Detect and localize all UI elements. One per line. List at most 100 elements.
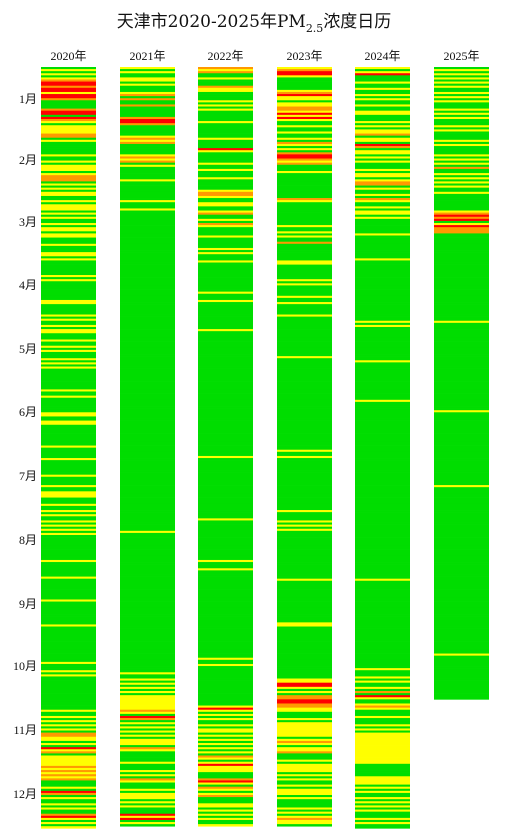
day-cell [198, 220, 253, 224]
day-cell [120, 593, 175, 596]
day-cell [355, 759, 410, 763]
day-cell [41, 582, 96, 586]
day-cell [41, 616, 96, 619]
day-cell [277, 745, 332, 748]
day-cell [198, 349, 253, 353]
day-cell [355, 670, 410, 673]
day-cell [41, 104, 96, 107]
day-cell [434, 584, 489, 588]
day-cell [41, 256, 96, 259]
day-cell [120, 428, 175, 432]
day-cell [355, 121, 410, 124]
day-cell [277, 252, 332, 255]
day-cell [41, 541, 96, 544]
day-cell [120, 198, 175, 201]
day-cell [355, 173, 410, 176]
day-cell [120, 757, 175, 760]
day-cell [198, 295, 253, 299]
day-cell [198, 574, 253, 577]
day-cell [41, 431, 96, 434]
day-cell [198, 333, 253, 336]
day-cell [434, 125, 489, 128]
day-cell [41, 399, 96, 403]
day-cell [41, 574, 96, 577]
day-cell [41, 532, 96, 536]
day-cell [434, 514, 489, 517]
day-cell [198, 589, 253, 592]
day-cell [120, 518, 175, 521]
day-cell [277, 403, 332, 407]
day-cell [41, 778, 96, 781]
day-cell [277, 212, 332, 216]
day-cell [198, 316, 253, 320]
day-cell [355, 129, 410, 132]
day-cell [277, 237, 332, 240]
day-cell [355, 738, 410, 742]
day-cell [277, 797, 332, 800]
day-cell [277, 428, 332, 432]
day-cell [434, 609, 489, 613]
day-cell [41, 127, 96, 130]
day-cell [434, 620, 489, 623]
day-cell [355, 329, 410, 332]
day-cell [41, 372, 96, 376]
day-cell [355, 376, 410, 380]
day-cell [41, 568, 96, 571]
day-cell [198, 116, 253, 120]
day-cell [277, 628, 332, 632]
day-cell [434, 220, 489, 224]
day-cell [198, 393, 253, 396]
day-cell [198, 362, 253, 365]
day-cell [120, 293, 175, 297]
day-cell [355, 518, 410, 521]
day-cell [120, 674, 175, 677]
day-cell [198, 179, 253, 182]
day-cell [434, 691, 489, 694]
day-cell [198, 487, 253, 490]
day-cell [277, 250, 332, 253]
day-cell [355, 237, 410, 240]
day-cell [41, 587, 96, 590]
day-cell [355, 616, 410, 619]
day-cell [41, 641, 96, 644]
day-cell [198, 813, 253, 817]
day-cell [355, 822, 410, 825]
day-cell [434, 545, 489, 548]
day-cell [41, 647, 96, 650]
day-cell [198, 71, 253, 74]
day-cell [41, 551, 96, 555]
day-cell [120, 686, 175, 690]
day-cell [434, 480, 489, 484]
day-cell [120, 441, 175, 444]
day-cell [198, 114, 253, 118]
day-cell [198, 127, 253, 130]
day-cell [198, 91, 253, 95]
day-cell [277, 699, 332, 702]
day-cell [277, 458, 332, 461]
day-cell [277, 391, 332, 394]
day-cell [434, 549, 489, 552]
day-cell [120, 216, 175, 220]
day-cell [198, 247, 253, 251]
day-cell [198, 139, 253, 143]
day-cell [277, 455, 332, 459]
day-cell [434, 408, 489, 411]
day-cell [41, 333, 96, 336]
day-cell [120, 815, 175, 819]
day-cell [355, 335, 410, 338]
day-cell [41, 266, 96, 270]
day-cell [277, 584, 332, 588]
day-cell [434, 455, 489, 459]
day-cell [434, 431, 489, 434]
day-cell [355, 747, 410, 750]
day-cell [434, 537, 489, 540]
day-cell [41, 645, 96, 648]
day-cell [277, 426, 332, 430]
day-cell [355, 480, 410, 484]
day-cell [120, 368, 175, 372]
day-cell [120, 772, 175, 775]
day-cell [434, 327, 489, 330]
day-cell [355, 686, 410, 690]
day-cell [434, 449, 489, 453]
day-cell [41, 187, 96, 191]
